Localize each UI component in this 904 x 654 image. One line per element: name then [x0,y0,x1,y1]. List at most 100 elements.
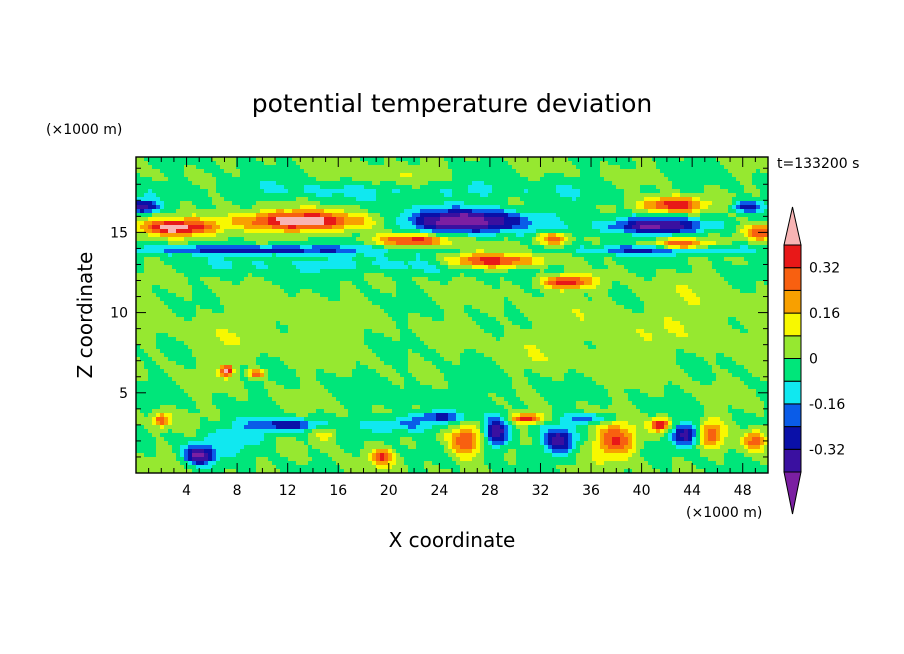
contour-cell [152,189,209,194]
contour-cell [740,377,761,382]
contour-cell [180,449,185,454]
contour-cell [332,225,345,230]
contour-cell [508,417,513,422]
contour-cell [200,417,209,422]
contour-cell [616,413,649,418]
contour-cell [136,249,165,254]
contour-cell [144,261,165,266]
contour-cell [488,433,493,438]
contour-cell [624,433,633,438]
contour-cell [592,225,609,230]
contour-cell [516,393,541,398]
contour-cell [636,205,645,210]
contour-cell [356,261,373,266]
contour-cell [628,429,637,434]
contour-cell [184,169,205,174]
contour-cell [188,241,257,246]
contour-cell [136,441,157,446]
contour-cell [184,433,197,438]
contour-cell [468,257,481,262]
contour-cell [472,437,477,442]
contour-cell [708,429,717,434]
contour-cell [388,237,413,242]
contour-cell [716,357,733,362]
contour-cell [564,289,609,294]
contour-cell [140,409,153,414]
contour-cell [700,209,729,214]
contour-cell [300,205,317,210]
contour-cell [232,261,253,266]
contour-cell [136,365,145,370]
contour-cell [356,285,373,290]
contour-cell [632,309,645,314]
contour-cell [168,441,189,446]
contour-cell [236,469,257,474]
contour-cell [136,289,153,294]
contour-cell [200,425,233,430]
contour-cell [428,233,437,238]
contour-cell [156,205,161,210]
contour-cell [384,273,461,278]
contour-cell [196,361,257,366]
contour-cell [504,441,509,446]
contour-cell [344,209,369,214]
contour-cell [584,281,593,286]
contour-cell [584,441,593,446]
contour-cell [448,421,461,426]
contour-cell [700,453,725,458]
contour-cell [364,293,393,298]
contour-cell [564,245,581,250]
contour-cell [196,245,261,250]
contour-cell [216,333,237,338]
contour-cell [724,277,769,282]
contour-cell [256,361,285,366]
contour-cell [332,393,489,398]
contour-cell [500,417,505,422]
contour-cell [436,413,449,418]
contour-cell [300,425,309,430]
contour-cell [184,173,213,178]
contour-cell [532,293,545,298]
contour-cell [532,241,541,246]
contour-cell [396,417,413,422]
contour-cell [160,297,185,302]
contour-cell [320,293,341,298]
contour-cell [232,373,241,378]
contour-cell [512,321,533,326]
contour-cell [624,265,693,270]
contour-cell [268,457,289,462]
contour-cell [304,249,321,254]
contour-cell [156,453,177,458]
colorbar-swatch [783,267,802,291]
contour-cell [504,309,521,314]
contour-cell [660,197,693,202]
contour-cell [732,197,769,202]
contour-cell [696,245,709,250]
contour-cell [632,233,673,238]
contour-cell [676,333,689,338]
contour-cell [632,225,641,230]
contour-cell [724,165,769,170]
contour-cell [192,449,205,454]
contour-cell [712,365,721,370]
contour-cell [384,225,401,230]
contour-cell [500,229,537,234]
contour-cell [736,449,749,454]
contour-cell [372,429,393,434]
contour-cell [576,313,585,318]
contour-cell [468,313,489,318]
contour-cell [500,281,513,286]
contour-cell [556,433,561,438]
contour-cell [380,237,389,242]
contour-cell [136,385,181,390]
contour-cell [624,205,637,210]
contour-cell [240,205,253,210]
contour-cell [464,305,473,310]
contour-cell [760,397,769,402]
contour-cell [240,169,305,174]
contour-cell [688,333,769,338]
contour-cell [340,401,497,406]
contour-cell [612,181,673,186]
contour-cell [580,173,601,178]
colorbar-tick-label: 0 [809,352,818,368]
